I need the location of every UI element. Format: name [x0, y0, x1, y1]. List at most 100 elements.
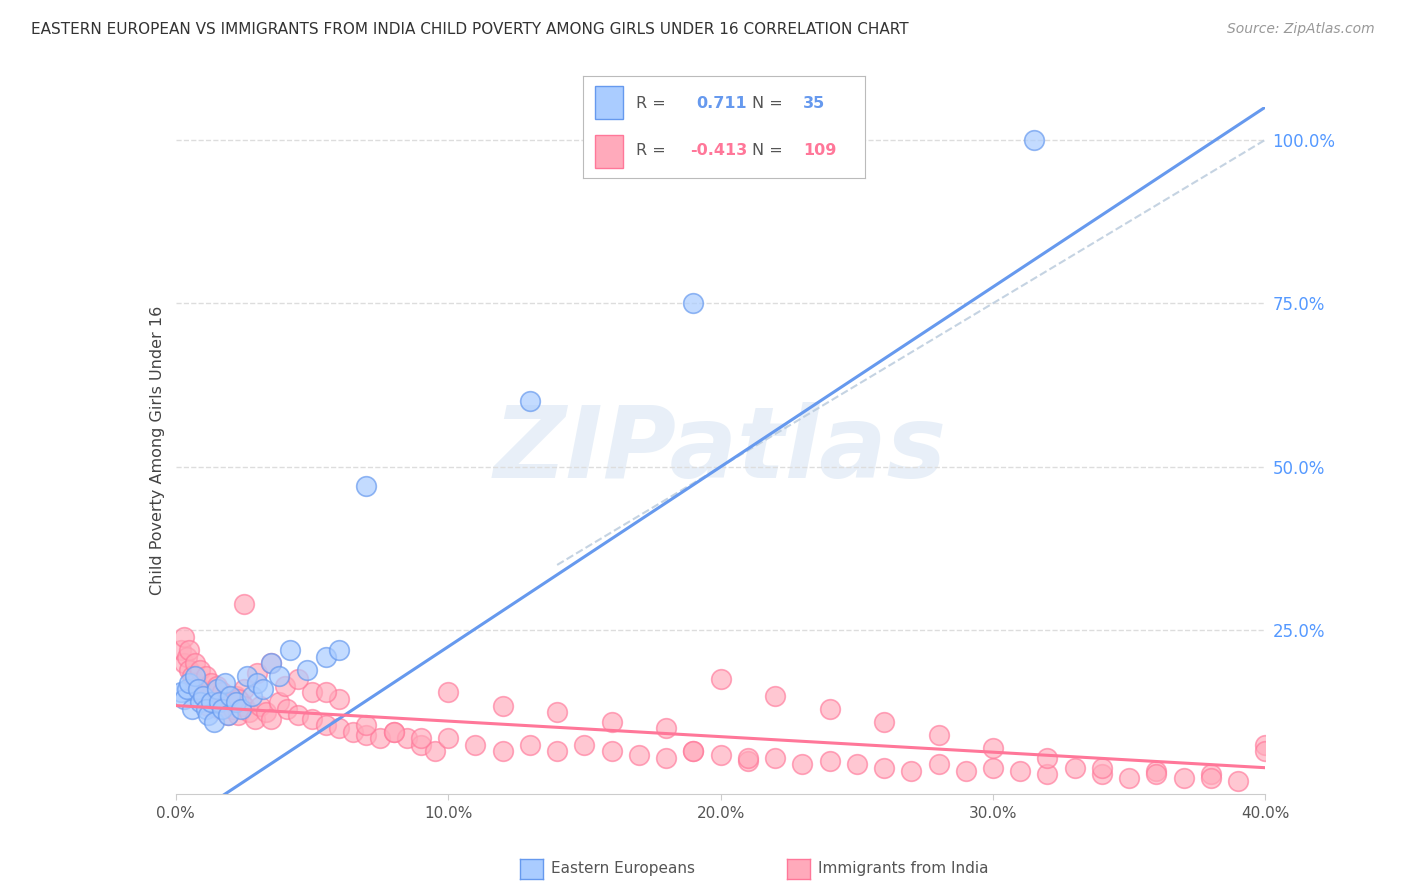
Point	[409, 738, 432, 752]
Point	[1144, 764, 1167, 778]
Point	[792, 757, 814, 772]
Point	[194, 702, 217, 716]
Point	[170, 685, 193, 699]
Point	[186, 679, 209, 693]
Point	[1173, 771, 1195, 785]
Point	[188, 685, 211, 699]
Point	[287, 708, 309, 723]
Point	[437, 685, 460, 699]
Point	[845, 757, 868, 772]
Point	[1091, 767, 1114, 781]
Point	[763, 689, 786, 703]
Point	[464, 738, 486, 752]
Point	[181, 702, 204, 716]
Point	[184, 656, 207, 670]
Point	[409, 731, 432, 746]
Point	[217, 708, 239, 723]
Point	[301, 712, 323, 726]
Point	[194, 669, 217, 683]
Point	[301, 685, 323, 699]
Point	[955, 764, 977, 778]
Point	[519, 394, 541, 409]
Point	[368, 731, 391, 746]
Point	[423, 744, 446, 758]
Text: R =: R =	[636, 144, 671, 158]
Point	[981, 741, 1004, 756]
Point	[519, 738, 541, 752]
Point	[205, 682, 228, 697]
Bar	[595, 87, 623, 119]
Point	[737, 751, 759, 765]
Point	[249, 698, 271, 713]
Text: N =: N =	[752, 96, 789, 111]
Point	[356, 728, 378, 742]
Point	[710, 673, 733, 687]
Point	[205, 679, 228, 693]
Point	[315, 685, 337, 699]
Point	[184, 669, 207, 683]
Point	[179, 675, 201, 690]
Point	[1144, 767, 1167, 781]
Point	[200, 695, 222, 709]
Point	[295, 663, 318, 677]
Point	[208, 695, 231, 709]
Text: 109: 109	[803, 144, 837, 158]
Point	[269, 669, 291, 683]
Point	[211, 689, 233, 703]
Point	[232, 682, 254, 697]
Point	[873, 714, 896, 729]
Point	[231, 695, 253, 709]
Point	[170, 643, 193, 657]
Text: EASTERN EUROPEAN VS IMMIGRANTS FROM INDIA CHILD POVERTY AMONG GIRLS UNDER 16 COR: EASTERN EUROPEAN VS IMMIGRANTS FROM INDI…	[31, 22, 908, 37]
Point	[356, 718, 378, 732]
Point	[200, 675, 222, 690]
Point	[818, 754, 841, 768]
Point	[246, 675, 269, 690]
Point	[928, 728, 950, 742]
Point	[492, 744, 515, 758]
Point	[202, 695, 225, 709]
Point	[382, 724, 405, 739]
Point	[205, 682, 228, 697]
Point	[315, 718, 337, 732]
Point	[217, 689, 239, 703]
Point	[737, 754, 759, 768]
Point	[315, 649, 337, 664]
Point	[546, 705, 568, 719]
Point	[179, 643, 201, 657]
Point	[276, 702, 298, 716]
Text: N =: N =	[752, 144, 789, 158]
Point	[225, 695, 247, 709]
Point	[232, 698, 254, 713]
Point	[231, 702, 253, 716]
Point	[1118, 771, 1140, 785]
Point	[981, 761, 1004, 775]
Point	[228, 708, 250, 723]
Text: Immigrants from India: Immigrants from India	[818, 862, 988, 876]
Point	[252, 682, 274, 697]
Point	[1199, 767, 1222, 781]
Point	[1227, 773, 1250, 788]
Point	[710, 747, 733, 762]
Point	[214, 675, 236, 690]
Point	[254, 705, 277, 719]
Point	[328, 692, 350, 706]
Point	[269, 695, 291, 709]
Point	[873, 761, 896, 775]
Point	[1254, 738, 1277, 752]
Point	[208, 702, 231, 716]
Point	[186, 682, 209, 697]
Point	[211, 702, 233, 716]
Point	[1036, 767, 1059, 781]
Text: ZIPatlas: ZIPatlas	[494, 402, 948, 499]
Text: -0.413: -0.413	[690, 144, 748, 158]
Point	[225, 689, 247, 703]
Point	[238, 705, 260, 719]
Text: 35: 35	[803, 96, 825, 111]
Point	[219, 692, 242, 706]
Point	[1010, 764, 1032, 778]
Point	[176, 649, 198, 664]
Point	[191, 689, 214, 703]
Point	[222, 695, 245, 709]
Point	[228, 692, 250, 706]
